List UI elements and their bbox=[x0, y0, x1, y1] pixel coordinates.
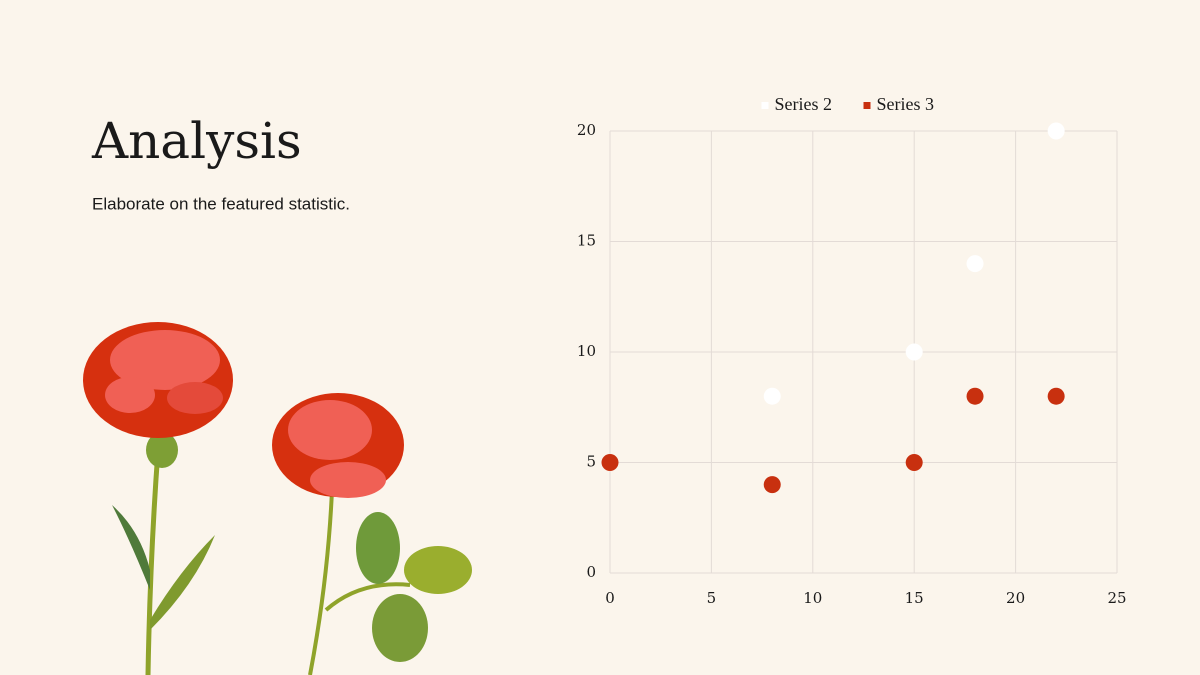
title: Analysis bbox=[91, 112, 302, 170]
calyx bbox=[146, 432, 178, 468]
petal bbox=[310, 462, 386, 498]
y-tick-label: 0 bbox=[586, 563, 596, 581]
x-tick-label: 20 bbox=[1006, 589, 1025, 607]
stem bbox=[145, 449, 161, 675]
stem bbox=[308, 489, 334, 675]
x-tick-label: 25 bbox=[1107, 589, 1126, 607]
legend-label: Series 3 bbox=[877, 94, 935, 114]
scatter-chart: 0 5 10 15 20 0 5 10 15 20 25 Series 2 Series 3 bbox=[577, 94, 1127, 607]
flower-illustration bbox=[83, 322, 472, 675]
y-tick-label: 5 bbox=[586, 453, 596, 471]
x-tick-label: 15 bbox=[905, 589, 924, 607]
x-tick-label: 5 bbox=[707, 589, 717, 607]
point bbox=[966, 255, 984, 273]
leaf bbox=[150, 535, 215, 630]
petal bbox=[288, 400, 372, 460]
subtitle: Elaborate on the featured statistic. bbox=[92, 194, 350, 213]
leaf bbox=[356, 512, 400, 584]
point bbox=[1047, 122, 1065, 140]
x-tick-label: 10 bbox=[803, 589, 822, 607]
y-tick-label: 15 bbox=[577, 232, 596, 250]
leaf bbox=[404, 546, 472, 594]
point bbox=[1047, 387, 1065, 405]
legend-swatch bbox=[863, 102, 871, 109]
point bbox=[763, 476, 781, 494]
x-tick-label: 0 bbox=[605, 589, 615, 607]
branch bbox=[324, 582, 411, 612]
y-tick-label: 20 bbox=[577, 121, 596, 139]
legend-swatch bbox=[761, 102, 769, 109]
leaf bbox=[112, 505, 150, 590]
petal bbox=[167, 382, 223, 414]
legend-label: Series 2 bbox=[775, 94, 833, 114]
petal bbox=[110, 330, 220, 390]
y-tick-label: 10 bbox=[577, 342, 596, 360]
point bbox=[601, 454, 619, 471]
point bbox=[905, 454, 923, 471]
petal bbox=[105, 377, 155, 413]
point bbox=[966, 387, 984, 405]
point bbox=[905, 343, 923, 361]
leaf bbox=[372, 594, 428, 662]
point bbox=[763, 387, 781, 405]
